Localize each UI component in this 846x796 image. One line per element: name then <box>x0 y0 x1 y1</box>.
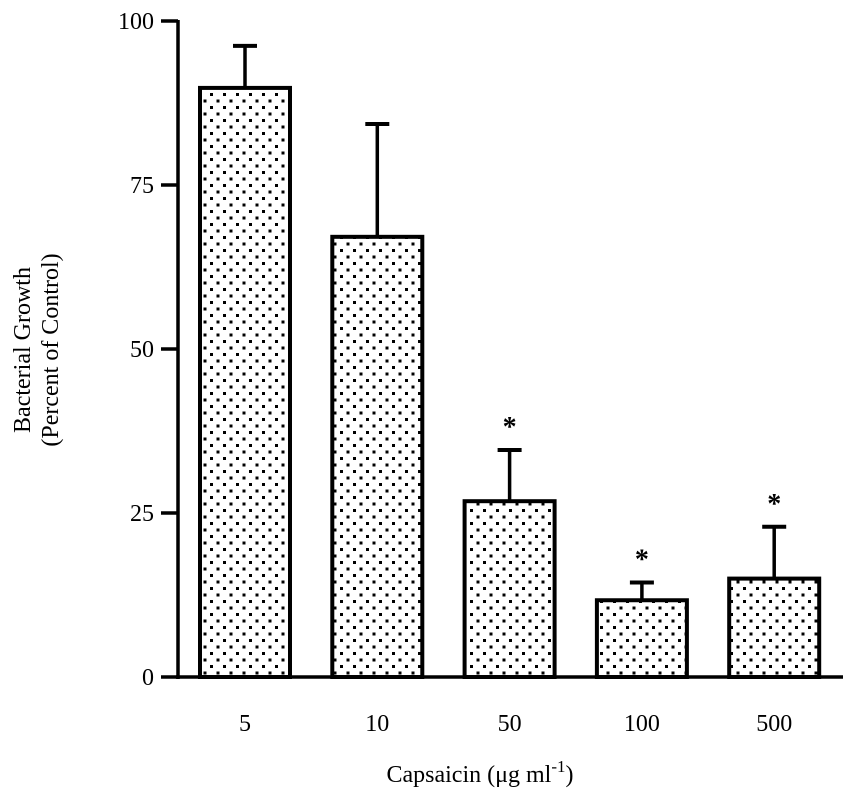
y-tick-label: 75 <box>130 173 154 199</box>
axes-group: 5 10 50 100 500 0 25 50 75 100 <box>118 9 843 737</box>
x-tick-label: 50 <box>498 711 522 737</box>
y-tick-label: 25 <box>130 501 154 527</box>
bar-50 <box>462 499 557 679</box>
bar-10 <box>330 234 425 679</box>
y-tick-label: 50 <box>130 337 154 363</box>
bars-group: * * * <box>198 43 822 680</box>
x-tick-label: 500 <box>756 711 792 737</box>
significance-marker: * <box>767 489 781 520</box>
x-tick-label: 100 <box>624 711 660 737</box>
x-tick-label: 10 <box>365 711 389 737</box>
significance-marker: * <box>503 412 517 443</box>
y-axis-label-line1: Bacterial Growth <box>10 267 36 433</box>
y-axis-label-line2: (Percent of Control) <box>38 253 64 446</box>
bar-5 <box>198 85 292 680</box>
y-tick-label: 0 <box>142 665 154 691</box>
x-axis-label: Capsaicin (μg ml-1) <box>386 757 573 788</box>
x-tick-label: 5 <box>239 711 251 737</box>
significance-marker: * <box>635 545 649 576</box>
bar-500 <box>727 576 822 679</box>
x-axis-label-superscript: -1 <box>551 757 565 776</box>
x-axis-label-suffix: ) <box>566 762 574 788</box>
x-axis-label-main: Capsaicin (μg ml <box>386 762 551 788</box>
y-tick-label: 100 <box>118 9 154 35</box>
bar-100 <box>594 598 689 679</box>
